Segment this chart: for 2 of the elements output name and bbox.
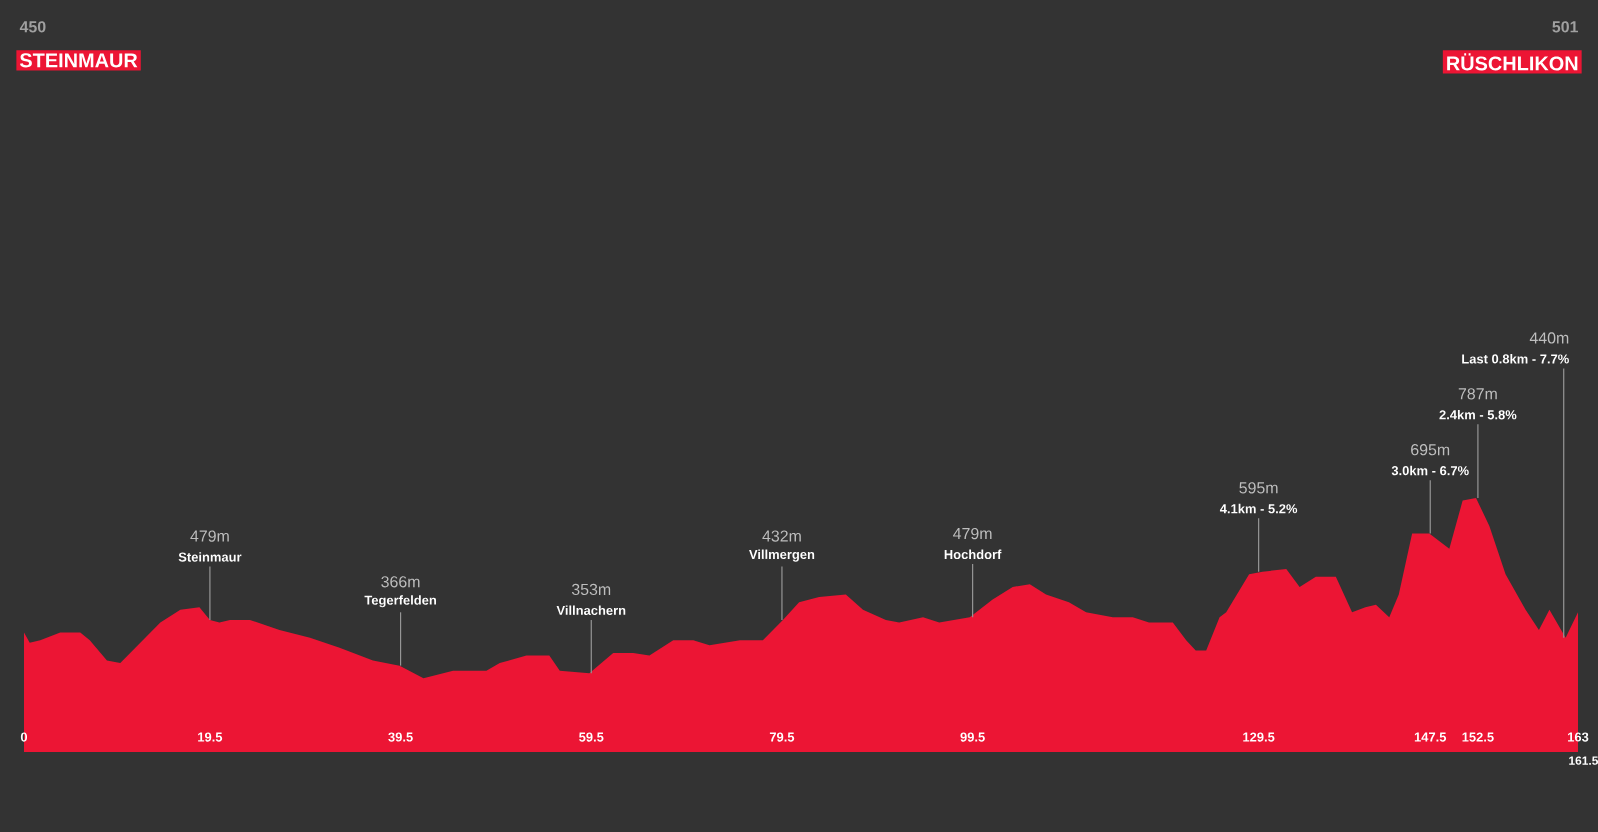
text: RÜSCHLIKON: [1447, 53, 1578, 71]
text: STEINMAUR: [19, 53, 138, 68]
